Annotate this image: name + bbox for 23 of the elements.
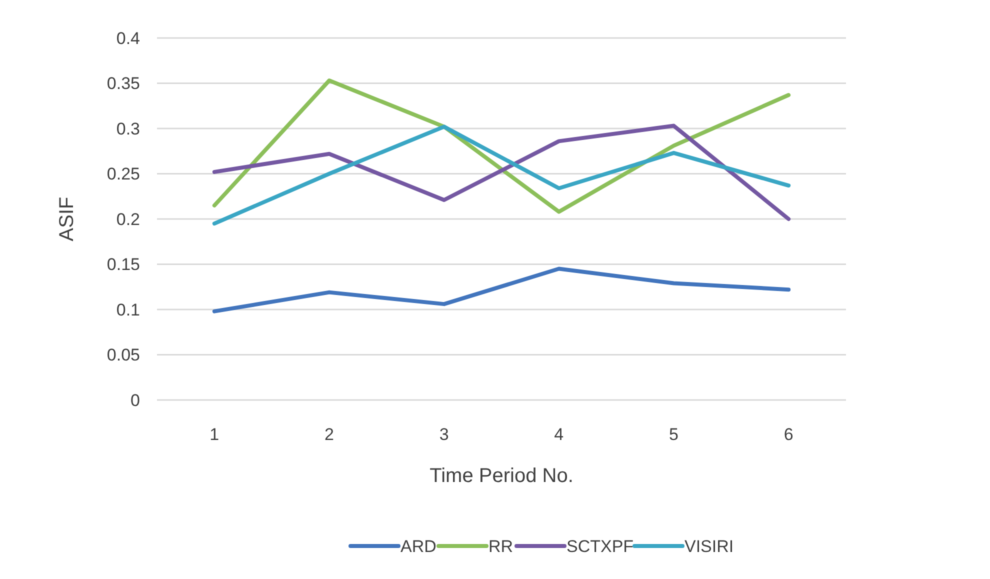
legend-label: VISIRI (684, 536, 734, 556)
x-axis-title: Time Period No. (430, 465, 574, 487)
legend-label: RR (488, 536, 514, 556)
x-tick-label: 3 (439, 425, 449, 444)
y-axis-title: ASIF (56, 196, 78, 242)
x-tick-label: 4 (554, 425, 564, 444)
y-tick-label: 0.25 (106, 164, 140, 184)
y-tick-label: 0.35 (106, 74, 140, 94)
x-tick-label: 6 (784, 425, 794, 444)
y-tick-label: 0.15 (106, 255, 140, 274)
legend-label: SCTXPF (566, 536, 634, 556)
y-tick-label: 0.1 (116, 300, 140, 320)
x-tick-label: 5 (669, 425, 678, 444)
y-tick-label: 0 (130, 390, 140, 410)
y-tick-label: 0.4 (116, 28, 140, 48)
y-tick-label: 0.3 (116, 119, 140, 138)
y-tick-label: 0.2 (116, 210, 140, 229)
x-tick-label: 1 (210, 425, 220, 444)
line-series (212, 78, 791, 214)
x-tick-label: 2 (324, 425, 334, 444)
y-tick-label: 0.05 (106, 346, 140, 365)
line-series (212, 266, 791, 314)
legend-label: ARD (400, 536, 436, 556)
